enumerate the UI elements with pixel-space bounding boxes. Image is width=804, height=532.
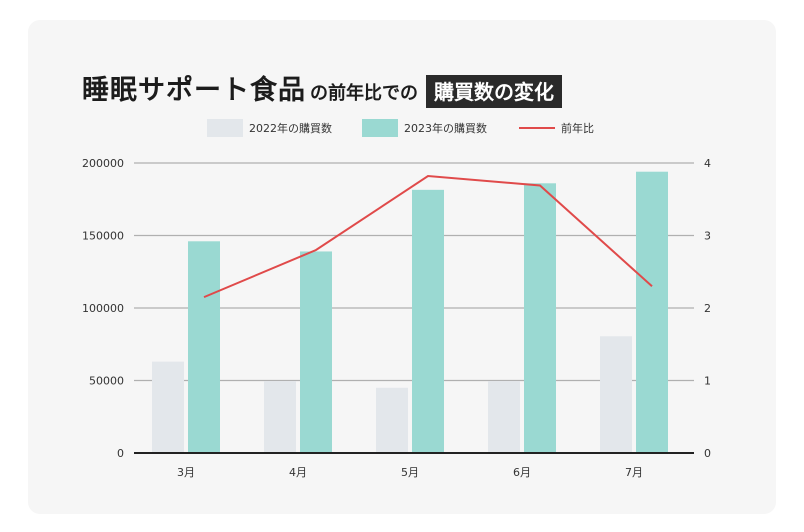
y-right-tick-label: 2 <box>704 302 711 315</box>
y-left-tick-label: 0 <box>117 447 124 460</box>
x-tick-label: 4月 <box>289 466 307 479</box>
bar-2022 <box>264 381 296 453</box>
y-left-tick-label: 100000 <box>82 302 124 315</box>
y-right-tick-label: 1 <box>704 375 711 388</box>
y-left-tick-label: 150000 <box>82 230 124 243</box>
bar-2022 <box>488 381 520 453</box>
y-left-tick-label: 200000 <box>82 157 124 170</box>
chart-title: 睡眠サポート食品 の前年比での 購買数の変化 <box>82 68 562 108</box>
y-right-tick-label: 3 <box>704 230 711 243</box>
title-highlight: 購買数の変化 <box>426 75 562 108</box>
axes: 0 0 50000 1 100000 2 150000 3 200000 4 3月 4月 5月 6月 7月 <box>82 157 711 479</box>
legend-label-ratio: 前年比 <box>561 121 594 135</box>
bar-2023 <box>188 241 220 453</box>
x-tick-label: 7月 <box>625 466 643 479</box>
y-right-tick-label: 0 <box>704 447 711 460</box>
legend-swatch-2022 <box>207 119 243 137</box>
ratio-line <box>203 175 653 299</box>
bar-2023 <box>300 251 332 453</box>
x-tick-label: 5月 <box>401 466 419 479</box>
title-main: 睡眠サポート食品 <box>82 75 306 106</box>
bar-2022 <box>376 387 408 453</box>
x-tick-label: 6月 <box>513 466 531 479</box>
legend-label-2023: 2023年の購買数 <box>404 121 487 135</box>
title-mid: の前年比での <box>310 83 418 104</box>
bar-2022 <box>600 336 632 453</box>
bar-2023 <box>412 189 444 453</box>
legend-swatch-2023 <box>362 119 398 137</box>
y-left-tick-label: 50000 <box>89 375 124 388</box>
y-right-tick-label: 4 <box>704 157 711 170</box>
legend-label-2022: 2022年の購買数 <box>249 121 332 135</box>
legend: 2022年の購買数 2023年の購買数 前年比 <box>207 119 594 137</box>
bar-2023 <box>524 183 556 454</box>
bar-2023 <box>636 171 668 453</box>
x-tick-label: 3月 <box>177 466 195 479</box>
bars <box>152 171 668 454</box>
bar-2022 <box>152 361 184 453</box>
